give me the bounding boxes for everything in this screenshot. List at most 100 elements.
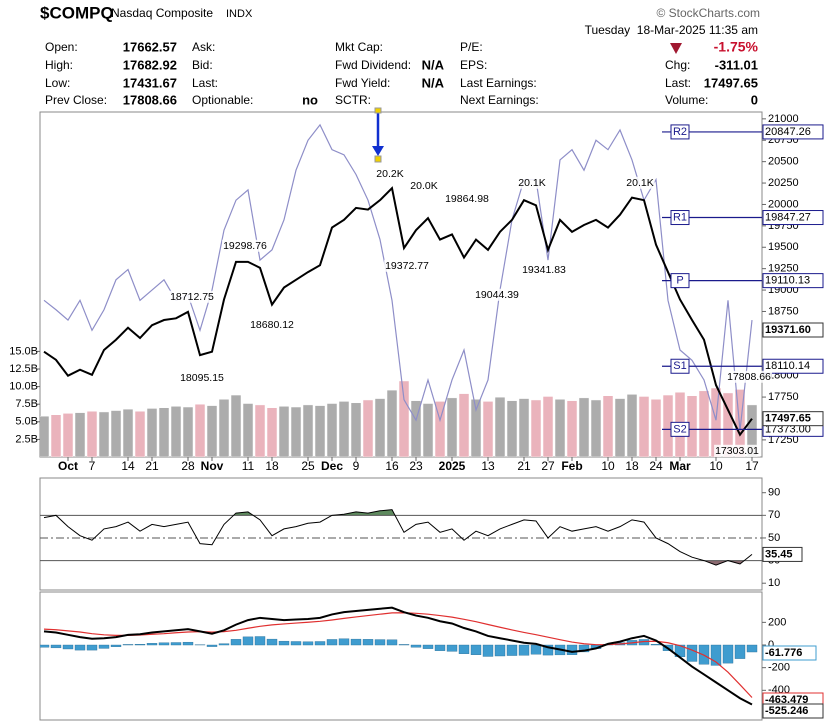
pivot-value: 19110.13 [765,275,810,287]
volume-bar [278,406,290,457]
histogram-bar [278,640,290,646]
value-box [762,411,824,427]
field-value: -311.01 [715,57,758,72]
histogram-bar [50,644,62,649]
histogram-bar [86,644,98,651]
pivot-name-box [670,273,690,289]
field-label: Chg: [665,58,690,72]
volume-tick-label: 7.5B [15,398,38,410]
annotation-bg [517,176,547,189]
pivot-name-box [670,210,690,226]
volume-bar [326,403,338,457]
histogram-bar [398,644,410,646]
annotation: 19044.39 [475,289,519,301]
histogram-bar [722,644,734,664]
field-value: N/A [422,75,445,90]
signal-last: -463.479 [765,694,808,706]
volume-bar [614,398,626,457]
volume-bar [554,399,566,457]
histogram-bar [650,644,662,646]
histogram-bar [578,644,590,653]
pivot-name-box [670,358,690,374]
volume-bar [590,399,602,457]
x-tick-label: Dec [321,459,343,473]
rsi-panel [39,477,763,591]
histogram-bar [158,642,170,646]
volume-bar [482,401,494,457]
volume-bar [542,396,554,457]
histogram-bar [458,644,470,654]
y-tick-label: 20000 [768,198,799,210]
macd-panel [39,591,763,721]
volume-bar [506,400,518,457]
histogram-bar [350,638,362,646]
pivot-name-box [670,421,690,437]
histogram-bar [374,639,386,646]
histogram-bar [530,644,542,655]
field-value: 17682.92 [123,57,177,72]
annotation-bg [714,444,761,457]
field-value: N/A [422,57,445,72]
annotation: 19864.98 [445,193,489,205]
field-value: 17662.57 [123,39,177,54]
annotation: 20.1K [626,177,653,189]
y-tick-label: 90 [768,487,780,499]
histogram-bar [542,644,554,656]
histogram-bar [566,644,578,655]
histogram-bar [518,644,530,656]
price-line [43,123,753,431]
field-label: Bid: [192,58,213,72]
volume-bar [302,404,314,457]
y-tick-label: 200 [768,616,786,628]
pivot-name: R1 [673,211,687,223]
y-tick-label: 18750 [768,305,799,317]
pivot-value-box [762,358,824,374]
value-box [762,645,817,661]
volume-bar [146,408,158,457]
last-value: 17497.65 [765,413,811,425]
x-tick-label: 28 [181,459,195,473]
y-tick-label: 50 [768,532,780,544]
volume-bar [362,399,374,457]
x-tick-label: 17 [745,459,759,473]
histogram-bar [98,644,110,649]
volume-bar [698,390,710,457]
field-label: Prev Close: [45,93,107,107]
volume-bar [710,387,722,457]
volume-bar [110,410,122,457]
macd-last: -525.246 [765,705,808,717]
annotation: 20.2K [376,168,403,180]
value-box [762,703,824,719]
field-label: Low: [45,76,70,90]
histogram-bar [434,644,446,651]
field-label: SCTR: [335,93,371,107]
annotation: 19298.76 [223,240,267,252]
histogram-bar [506,644,518,656]
volume-tick-label: 10.0B [9,380,38,392]
field-label: Volume: [665,93,708,107]
volume-bar [254,404,266,457]
annotation: 20.1K [518,177,545,189]
x-tick-label: 21 [517,459,531,473]
volume-bar [266,407,278,457]
annotation-bg [179,371,226,384]
histogram-bar [170,642,182,646]
histogram-bar [410,644,422,648]
volume-bar [86,410,98,457]
x-tick-label: 23 [409,459,423,473]
macd-line [43,606,753,706]
field-value: 17497.65 [704,75,758,90]
histogram-bar [110,644,122,647]
field-label: Optionable: [192,93,253,107]
field-label: Last Earnings: [460,76,537,90]
pivot-value: 19847.27 [765,211,811,223]
annotation-bg [249,318,296,331]
x-tick-label: 9 [353,459,360,473]
field-label: Mkt Cap: [335,40,383,54]
x-tick-label: 18 [625,459,639,473]
volume-bar [626,394,638,457]
volume-bar [134,410,146,457]
pivot-value: 17373.00 [765,423,811,435]
x-tick-label: Feb [561,459,582,473]
